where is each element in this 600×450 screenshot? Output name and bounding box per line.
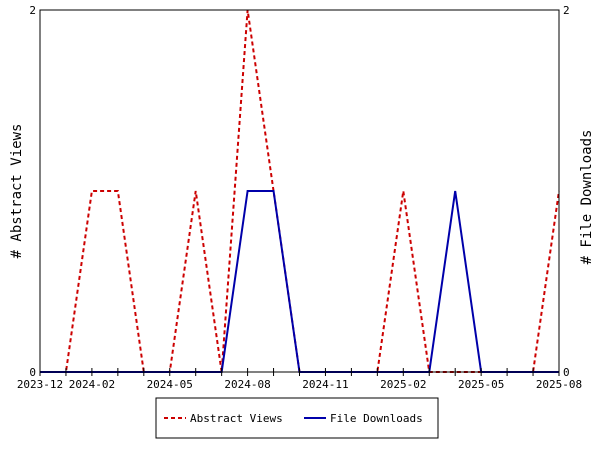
x-axis-ticks: 2023-12 2024-02 2024-05 2024-08 2024-11 2025-… xyxy=(17,368,582,391)
x-tick-label: 2023-12 xyxy=(17,378,63,391)
x-tick-label: 2025-08 xyxy=(536,378,582,391)
y-tick-label-left: 2 xyxy=(29,4,36,17)
x-tick-label: 2024-08 xyxy=(224,378,270,391)
legend: Abstract Views File Downloads xyxy=(155,397,439,439)
x-tick-label: 2025-05 xyxy=(458,378,504,391)
x-tick-label: 2024-02 xyxy=(69,378,115,391)
y-axis-ticks: 0 0 2 2 xyxy=(29,4,569,379)
y-axis-left-title: # Abstract Views xyxy=(9,124,25,259)
x-tick-label: 2024-11 xyxy=(302,378,348,391)
legend-label-abstract-views: Abstract Views xyxy=(190,412,283,425)
x-tick-label: 2024-05 xyxy=(147,378,193,391)
y-tick-label-left: 0 xyxy=(29,366,36,379)
y-axis-right-title: # File Downloads xyxy=(579,130,595,265)
legend-label-file-downloads: File Downloads xyxy=(330,412,423,425)
x-tick-label: 2025-02 xyxy=(380,378,426,391)
y-tick-label-right: 2 xyxy=(563,4,570,17)
y-tick-label-right: 0 xyxy=(563,366,570,379)
legend-box xyxy=(155,397,439,439)
